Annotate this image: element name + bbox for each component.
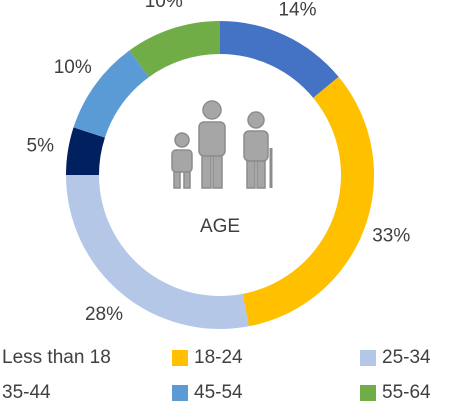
data-label: 5% (27, 136, 55, 157)
data-label: 14% (278, 0, 316, 20)
legend-swatch (360, 350, 376, 366)
legend-label: 18-24 (194, 347, 243, 368)
donut-segment (220, 21, 339, 98)
data-label: 10% (145, 0, 183, 12)
donut-segment (242, 76, 374, 327)
people-icon (171, 100, 273, 189)
legend-label: 35-44 (2, 382, 51, 403)
center-label: AGE (200, 216, 240, 237)
legend-swatch (360, 385, 376, 401)
donut-segment (73, 50, 149, 138)
legend-label: Less than 18 (2, 347, 111, 368)
legend-label: 55-64 (382, 382, 431, 403)
donut-segment (66, 175, 249, 329)
legend-label: 45-54 (194, 382, 243, 403)
donut-segment (129, 21, 220, 78)
data-label: 33% (372, 226, 410, 247)
legend-swatch (172, 350, 188, 366)
data-label: 10% (54, 57, 92, 78)
legend-swatch (172, 385, 188, 401)
donut-segment (66, 127, 105, 175)
data-label: 28% (85, 304, 123, 325)
legend-label: 25-34 (382, 347, 431, 368)
